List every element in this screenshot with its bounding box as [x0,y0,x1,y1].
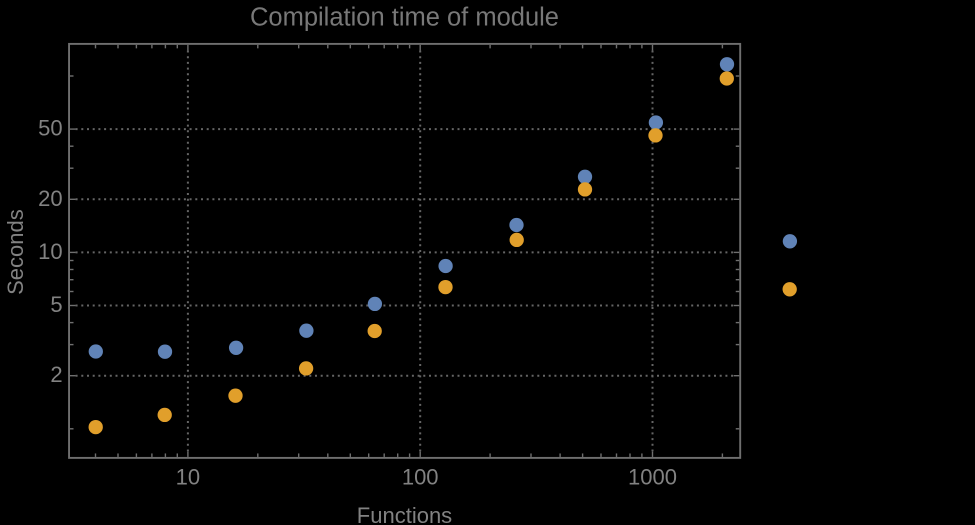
svg-text:10: 10 [176,464,200,489]
svg-text:1000: 1000 [628,464,677,489]
svg-text:Functions: Functions [357,503,452,525]
svg-text:20: 20 [38,186,62,211]
svg-text:50: 50 [38,116,62,141]
svg-text:100: 100 [402,464,439,489]
svg-text:Compilation time of module: Compilation time of module [250,4,559,32]
svg-text:2: 2 [50,362,62,387]
svg-text:Seconds: Seconds [3,209,28,295]
svg-text:5: 5 [50,292,62,317]
svg-text:10: 10 [38,239,62,264]
